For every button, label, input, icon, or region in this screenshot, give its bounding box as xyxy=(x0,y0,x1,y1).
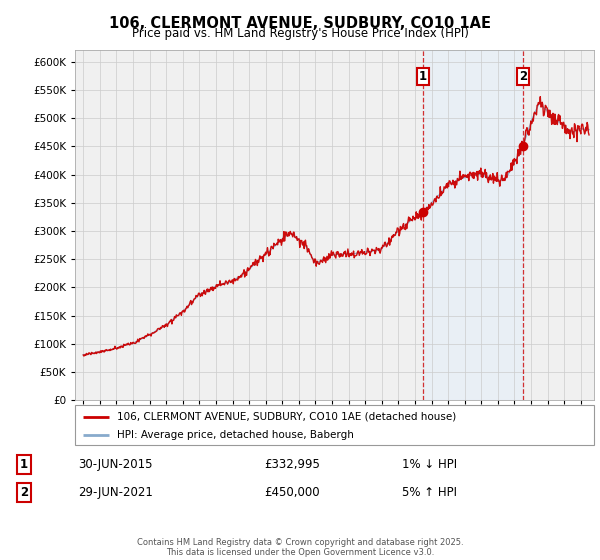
Text: 106, CLERMONT AVENUE, SUDBURY, CO10 1AE: 106, CLERMONT AVENUE, SUDBURY, CO10 1AE xyxy=(109,16,491,31)
Text: 2: 2 xyxy=(518,70,527,83)
Text: 1% ↓ HPI: 1% ↓ HPI xyxy=(402,458,457,472)
Text: 1: 1 xyxy=(20,458,28,472)
Text: 1: 1 xyxy=(419,70,427,83)
Text: 29-JUN-2021: 29-JUN-2021 xyxy=(78,486,153,500)
Text: 30-JUN-2015: 30-JUN-2015 xyxy=(78,458,152,472)
Text: Price paid vs. HM Land Registry's House Price Index (HPI): Price paid vs. HM Land Registry's House … xyxy=(131,27,469,40)
Text: 5% ↑ HPI: 5% ↑ HPI xyxy=(402,486,457,500)
Text: £332,995: £332,995 xyxy=(264,458,320,472)
Text: 2: 2 xyxy=(20,486,28,500)
Text: Contains HM Land Registry data © Crown copyright and database right 2025.
This d: Contains HM Land Registry data © Crown c… xyxy=(137,538,463,557)
Bar xyxy=(423,50,523,400)
Text: £450,000: £450,000 xyxy=(264,486,320,500)
Text: HPI: Average price, detached house, Babergh: HPI: Average price, detached house, Babe… xyxy=(116,430,353,440)
Text: 106, CLERMONT AVENUE, SUDBURY, CO10 1AE (detached house): 106, CLERMONT AVENUE, SUDBURY, CO10 1AE … xyxy=(116,412,456,422)
